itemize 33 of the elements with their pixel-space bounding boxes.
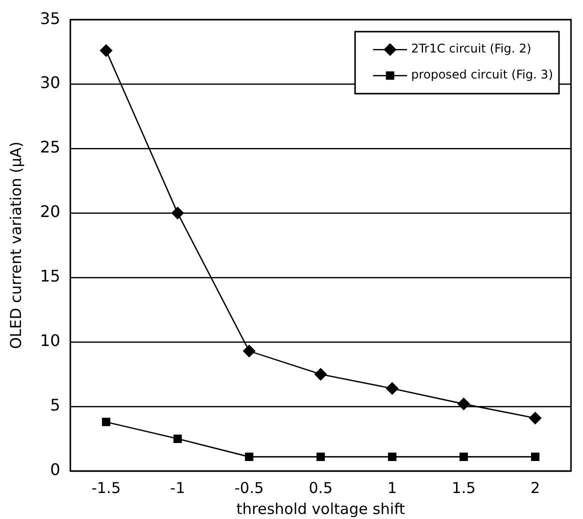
- y-tick-label: 25: [40, 138, 60, 157]
- point: [529, 412, 542, 424]
- point: [386, 382, 398, 395]
- point: [531, 452, 540, 461]
- x-tick-label: 1.5: [452, 478, 476, 497]
- x-tick-label: -1: [170, 478, 186, 497]
- y-axis-title: OLED current variation (μA): [6, 142, 25, 350]
- x-tick-label: 0.5: [308, 478, 333, 497]
- y-tick-label: 35: [40, 8, 60, 28]
- x-tick-label: -0.5: [234, 478, 264, 497]
- x-tick-label: -1.5: [91, 478, 121, 497]
- y-tick-label: 10: [40, 331, 60, 350]
- point: [460, 452, 468, 461]
- legend-label: 2Tr1C circuit (Fig. 2): [411, 42, 532, 56]
- point: [458, 398, 470, 410]
- y-tick-label: 0: [50, 460, 60, 480]
- legend-label: proposed circuit (Fig. 3): [411, 68, 553, 82]
- y-tick-label: 15: [40, 266, 60, 286]
- point: [388, 452, 396, 461]
- point: [100, 44, 112, 57]
- point: [243, 344, 256, 358]
- point: [171, 206, 184, 220]
- point: [244, 452, 254, 461]
- y-tick-label: 30: [40, 73, 60, 92]
- point: [316, 452, 325, 461]
- y-tick-label: 5: [50, 396, 60, 415]
- point: [314, 368, 327, 380]
- y-tick-label: 20: [40, 202, 60, 222]
- point: [102, 418, 110, 426]
- x-axis-title: threshold voltage shift: [236, 500, 406, 518]
- x-tick-label: 2: [530, 478, 540, 497]
- point: [173, 434, 182, 443]
- x-tick-label: 1: [387, 478, 397, 497]
